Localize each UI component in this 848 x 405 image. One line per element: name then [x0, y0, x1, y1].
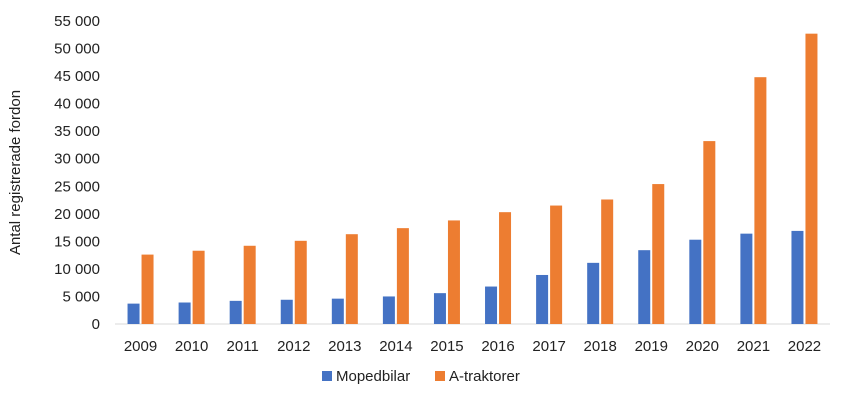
x-tick-label: 2011 [227, 338, 259, 355]
y-tick-label: 30 000 [54, 151, 100, 168]
bar-mopedbilar-2021 [740, 233, 753, 324]
y-tick-label: 25 000 [54, 178, 100, 195]
x-tick-label: 2012 [277, 338, 310, 355]
bar-a-traktorer-2012 [294, 240, 307, 324]
x-tick-label: 2017 [532, 338, 565, 355]
bar-mopedbilar-2010 [178, 302, 191, 324]
bar-mopedbilar-2016 [485, 286, 498, 324]
y-tick-label: 40 000 [54, 96, 100, 113]
bar-a-traktorer-2017 [550, 205, 563, 324]
bar-mopedbilar-2018 [587, 262, 600, 324]
bar-a-traktorer-2020 [703, 141, 716, 324]
legend-swatch-a-traktorer [435, 371, 445, 381]
bar-mopedbilar-2014 [382, 296, 395, 324]
x-tick-label: 2009 [124, 338, 157, 355]
legend-swatch-mopedbilar [322, 371, 332, 381]
bar-a-traktorer-2015 [447, 220, 460, 324]
legend-label-a-traktorer: A-traktorer [449, 368, 520, 385]
x-tick-label: 2015 [430, 338, 463, 355]
bars [127, 33, 818, 325]
x-tick-label: 2016 [481, 338, 514, 355]
bar-a-traktorer-2022 [805, 33, 818, 325]
legend: Mopedbilar A-traktorer [322, 368, 520, 385]
y-axis-title: Antal registrerade fordon [7, 90, 24, 255]
y-tick-label: 35 000 [54, 123, 100, 140]
x-tick-label: 2021 [737, 338, 770, 355]
bar-a-traktorer-2009 [141, 254, 154, 324]
bar-mopedbilar-2013 [331, 298, 344, 324]
y-tick-label: 0 [92, 316, 100, 333]
bar-a-traktorer-2021 [754, 77, 767, 324]
bar-mopedbilar-2015 [433, 293, 446, 324]
y-tick-label: 20 000 [54, 206, 100, 223]
y-tick-label: 55 000 [54, 13, 100, 30]
y-tick-label: 45 000 [54, 68, 100, 85]
bar-mopedbilar-2011 [229, 300, 242, 324]
y-tick-label: 15 000 [54, 233, 100, 250]
bar-mopedbilar-2009 [127, 303, 140, 324]
bar-a-traktorer-2011 [243, 245, 256, 324]
x-tick-label: 2020 [686, 338, 719, 355]
bar-a-traktorer-2019 [652, 184, 665, 324]
bar-mopedbilar-2022 [791, 230, 804, 324]
x-tick-label: 2019 [635, 338, 668, 355]
bar-mopedbilar-2017 [536, 274, 549, 324]
x-tick-label: 2013 [328, 338, 361, 355]
x-tick-label: 2018 [583, 338, 616, 355]
y-axis-ticks: 0 5 000 10 000 15 000 20 000 25 000 30 000 35 0… [54, 13, 100, 333]
bar-a-traktorer-2018 [601, 199, 614, 324]
x-axis-ticks: 2009 2010 2011 2012 2013 2014 2015 2016 2017 2018… [124, 338, 821, 355]
bar-a-traktorer-2013 [345, 234, 358, 324]
x-tick-label: 2014 [379, 338, 412, 355]
bar-mopedbilar-2019 [638, 250, 651, 324]
y-tick-label: 50 000 [54, 41, 100, 58]
legend-label-mopedbilar: Mopedbilar [336, 368, 410, 385]
bar-mopedbilar-2020 [689, 239, 702, 324]
bar-a-traktorer-2010 [192, 250, 205, 324]
x-tick-label: 2010 [175, 338, 208, 355]
bar-a-traktorer-2016 [499, 212, 512, 324]
bar-mopedbilar-2012 [280, 299, 293, 324]
y-tick-label: 5 000 [62, 288, 100, 305]
y-tick-label: 10 000 [54, 261, 100, 278]
bar-a-traktorer-2014 [396, 228, 409, 324]
x-tick-label: 2022 [788, 338, 821, 355]
